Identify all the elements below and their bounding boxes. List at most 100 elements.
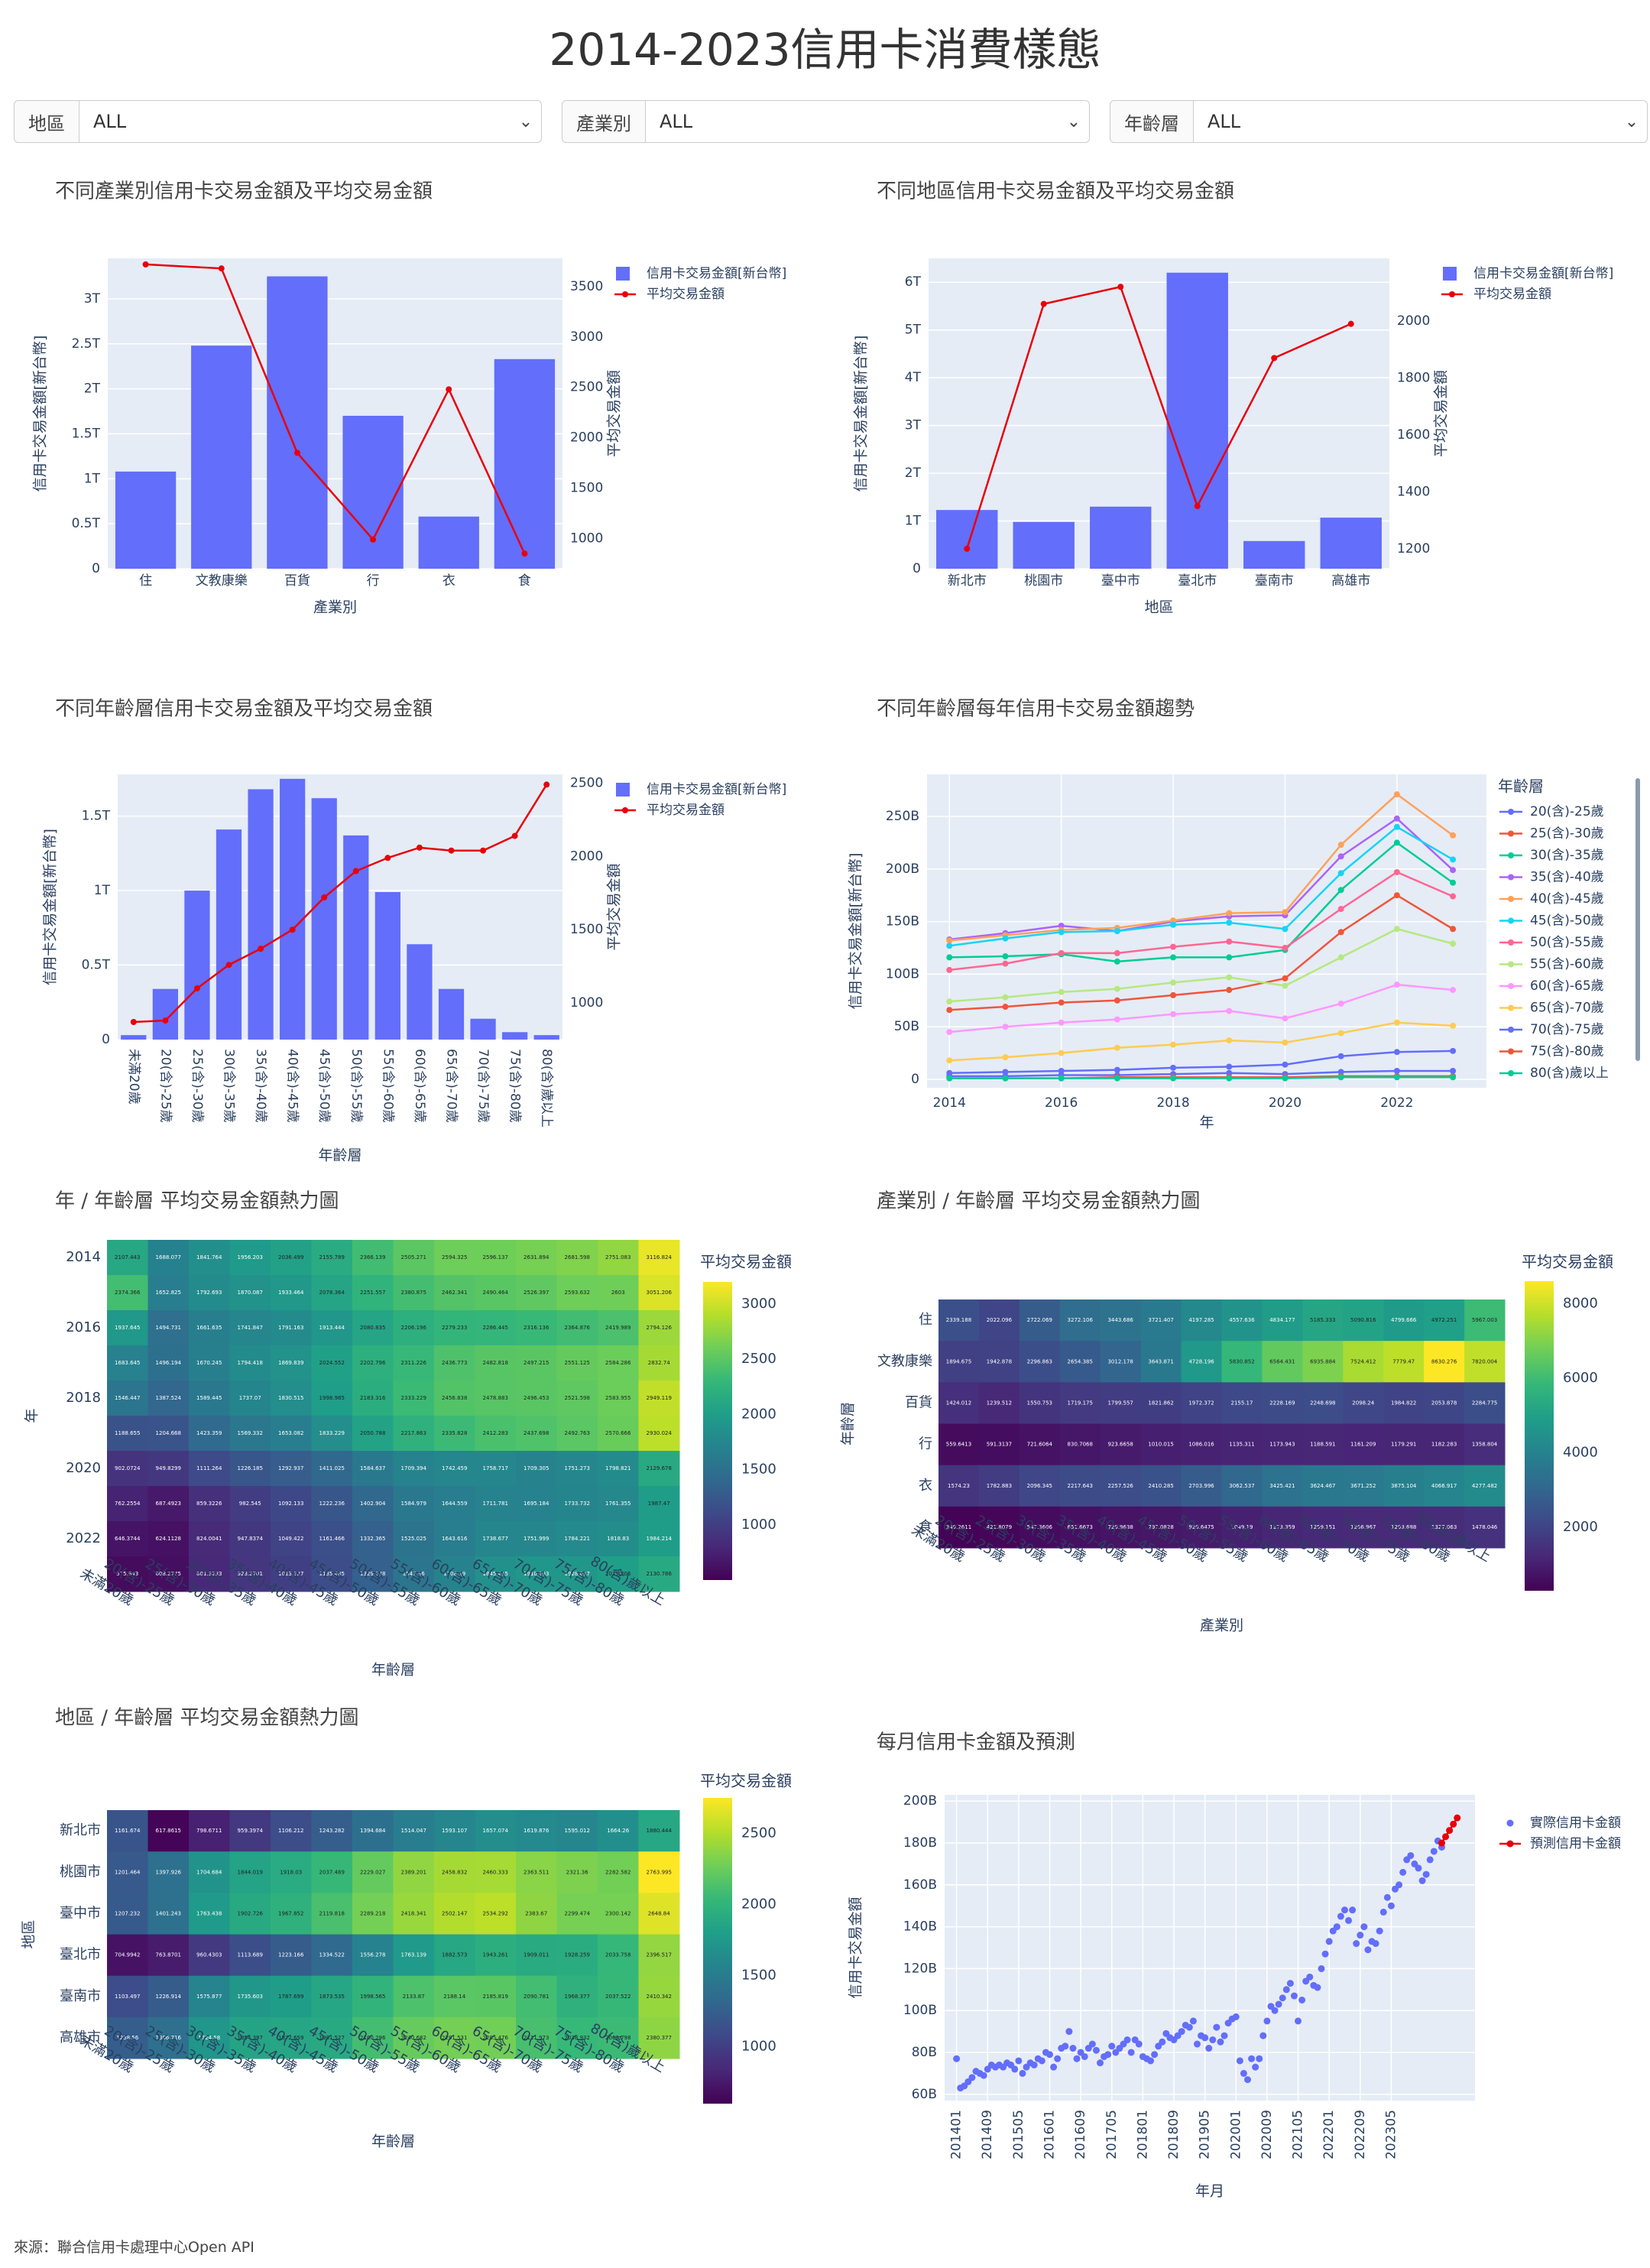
bar xyxy=(1243,540,1305,569)
scatter-point xyxy=(1046,2051,1054,2059)
colorbar xyxy=(703,1798,732,2104)
heat-cell xyxy=(189,1893,230,1935)
line-point xyxy=(130,1018,137,1025)
heat-cell-value: 1943.261 xyxy=(483,1952,508,1958)
heat-cell xyxy=(1181,1465,1222,1507)
legend-swatch-bar xyxy=(1443,267,1457,281)
heat-cell xyxy=(393,1486,435,1522)
heat-cell-value: 982.545 xyxy=(239,1501,261,1507)
line-point xyxy=(1170,943,1177,950)
line-point xyxy=(1226,1063,1233,1070)
heat-cell-value: 2410.342 xyxy=(647,1994,672,2000)
heat-cell xyxy=(1262,1299,1303,1342)
heat-cell-value: 1968.377 xyxy=(565,1994,590,2000)
heat-cell xyxy=(229,1416,271,1452)
heat-cell xyxy=(1262,1382,1303,1424)
heat-cell xyxy=(1343,1465,1384,1507)
legend-swatch-point xyxy=(1508,1048,1514,1055)
heat-cell xyxy=(107,1275,148,1311)
legend-label: 30(含)-35歲 xyxy=(1530,848,1604,863)
chevron-down-icon[interactable]: ⌄ xyxy=(518,112,533,131)
heat-cell-value: 2111.973 xyxy=(524,2035,549,2041)
line-point xyxy=(1450,893,1457,900)
heat-cell xyxy=(475,1893,517,1935)
heat-cell xyxy=(189,1416,230,1452)
heat-cell-value: 1188.655 xyxy=(115,1430,140,1436)
scatter-point xyxy=(1271,2007,1279,2014)
heat-cell-value: 1818.83 xyxy=(607,1536,629,1542)
heat-cell xyxy=(1019,1341,1061,1383)
scatter-point xyxy=(1108,2042,1116,2050)
heat-cell-value: 1782.883 xyxy=(987,1483,1012,1489)
series-line xyxy=(949,841,1454,963)
heat-cell-value: 2299.474 xyxy=(565,1910,591,1916)
heat-cell-value: 762.2554 xyxy=(115,1501,141,1507)
filter-region-value: ALL xyxy=(93,111,127,132)
line-point xyxy=(1226,1037,1233,1044)
line-point xyxy=(1058,1019,1065,1026)
heat-cell xyxy=(311,1381,353,1416)
heat-cell xyxy=(978,1382,1020,1424)
x-tick-label: 未滿20歲 xyxy=(126,1049,141,1105)
heat-cell-value: 5967.003 xyxy=(1472,1317,1497,1323)
line-point xyxy=(1002,1024,1009,1030)
heat-cell xyxy=(1262,1465,1303,1507)
heat-cell-value: 1737.07 xyxy=(239,1395,261,1401)
line-point xyxy=(1393,982,1400,988)
heat-cell-value: 2596.137 xyxy=(483,1254,508,1261)
heat-cell xyxy=(598,1893,639,1935)
colorbar-title: 平均交易金額 xyxy=(1522,1253,1613,1271)
bar xyxy=(248,789,274,1040)
x-tick-label: 30(含)-35歲 xyxy=(222,1049,237,1123)
heat-cell xyxy=(1221,1465,1263,1507)
heat-cell-value: 6935.884 xyxy=(1310,1358,1336,1364)
line-point xyxy=(1337,1000,1344,1007)
heat-cell-value: 1854.397 xyxy=(238,2035,263,2041)
line-point xyxy=(1226,1007,1233,1014)
heat-cell xyxy=(271,1451,312,1487)
line-point xyxy=(446,386,452,393)
heat-cell-value: 1086.016 xyxy=(1188,1442,1214,1448)
heat-cell-value: 2763.995 xyxy=(647,1869,672,1875)
line-point xyxy=(1170,979,1177,986)
heat-cell xyxy=(229,1893,271,1935)
heat-cell-value: 1751.273 xyxy=(565,1465,590,1471)
filter-age[interactable]: 年齡層 ALL ⌄ xyxy=(1110,100,1648,143)
heat-cell xyxy=(598,1345,639,1381)
heat-cell xyxy=(352,1451,394,1487)
heat-cell xyxy=(638,1240,680,1276)
heat-cell xyxy=(598,1381,639,1416)
line-point xyxy=(1058,929,1065,936)
heat-cell xyxy=(598,1521,639,1557)
y-tick-label: 120B xyxy=(903,1961,937,1976)
chevron-down-icon[interactable]: ⌄ xyxy=(1624,112,1639,131)
heat-cell xyxy=(556,1310,598,1346)
heat-cell-value: 1872.659 xyxy=(278,2035,303,2041)
y2-tick-label: 2000 xyxy=(570,430,603,446)
chevron-down-icon[interactable]: ⌄ xyxy=(1066,112,1081,131)
heat-cell xyxy=(556,1240,598,1276)
legend-swatch-point xyxy=(1508,961,1514,968)
heat-cell xyxy=(393,1556,435,1592)
legend-label: 60(含)-65歲 xyxy=(1530,978,1604,994)
filter-region[interactable]: 地區 ALL ⌄ xyxy=(14,100,542,143)
legend-swatch-point xyxy=(1508,1070,1514,1076)
scatter-point xyxy=(1325,1938,1333,1945)
heat-cell xyxy=(107,1240,148,1276)
heat-cell xyxy=(393,1810,435,1852)
scatter-point xyxy=(1244,2076,1252,2084)
y-axis-label: 信用卡交易金額 xyxy=(848,1896,864,1998)
scatter-point xyxy=(1407,1851,1415,1859)
filter-industry[interactable]: 產業別 ALL ⌄ xyxy=(562,100,1090,143)
heat-cell-value: 3875.104 xyxy=(1391,1483,1417,1489)
line-point xyxy=(1337,954,1344,961)
heat-cell-value: 2490.464 xyxy=(483,1290,509,1296)
heat-cell xyxy=(1343,1341,1384,1383)
heat-cell-value: 1664.26 xyxy=(607,1828,629,1834)
heat-cell xyxy=(1262,1506,1303,1549)
heat-cell xyxy=(638,1975,680,2018)
heat-cell-value: 3062.537 xyxy=(1229,1483,1254,1489)
heat-cell xyxy=(638,1486,680,1522)
heat-cell xyxy=(271,1310,312,1346)
heat-cell xyxy=(107,1416,148,1452)
